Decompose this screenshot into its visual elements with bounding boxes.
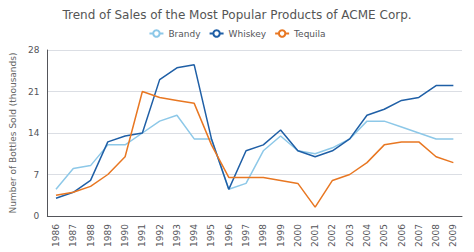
svg-text:1992: 1992 (155, 224, 165, 247)
svg-text:1989: 1989 (103, 224, 113, 247)
svg-text:2008: 2008 (431, 224, 441, 247)
svg-text:14: 14 (28, 128, 40, 138)
svg-text:1988: 1988 (86, 224, 96, 247)
svg-text:1995: 1995 (206, 224, 216, 247)
svg-text:0: 0 (34, 211, 40, 221)
svg-text:1998: 1998 (258, 224, 268, 247)
svg-text:1997: 1997 (241, 224, 251, 247)
svg-text:Brandy: Brandy (168, 29, 201, 39)
svg-text:1999: 1999 (276, 224, 286, 247)
svg-text:1993: 1993 (172, 224, 182, 247)
svg-text:28: 28 (28, 45, 40, 55)
svg-text:Trend of Sales of the Most Pop: Trend of Sales of the Most Popular Produ… (61, 8, 411, 22)
svg-text:Number of Bottles Sold (thousa: Number of Bottles Sold (thousands) (8, 53, 18, 214)
svg-text:Whiskey: Whiskey (229, 29, 267, 39)
svg-text:2000: 2000 (293, 224, 303, 247)
svg-text:1996: 1996 (224, 224, 234, 247)
svg-text:1986: 1986 (51, 224, 61, 247)
svg-text:2002: 2002 (327, 224, 337, 247)
svg-text:7: 7 (34, 170, 40, 180)
svg-text:2004: 2004 (362, 224, 372, 247)
svg-text:2007: 2007 (414, 224, 424, 247)
svg-text:2009: 2009 (448, 224, 458, 247)
svg-text:Tequila: Tequila (293, 29, 325, 39)
svg-text:1994: 1994 (189, 224, 199, 247)
svg-text:1991: 1991 (137, 224, 147, 247)
svg-text:21: 21 (28, 87, 39, 97)
svg-text:2006: 2006 (397, 224, 407, 247)
svg-text:2003: 2003 (345, 224, 355, 247)
svg-text:1987: 1987 (68, 224, 78, 247)
svg-text:2001: 2001 (310, 224, 320, 247)
svg-text:1990: 1990 (120, 224, 130, 247)
svg-text:2005: 2005 (379, 224, 389, 247)
